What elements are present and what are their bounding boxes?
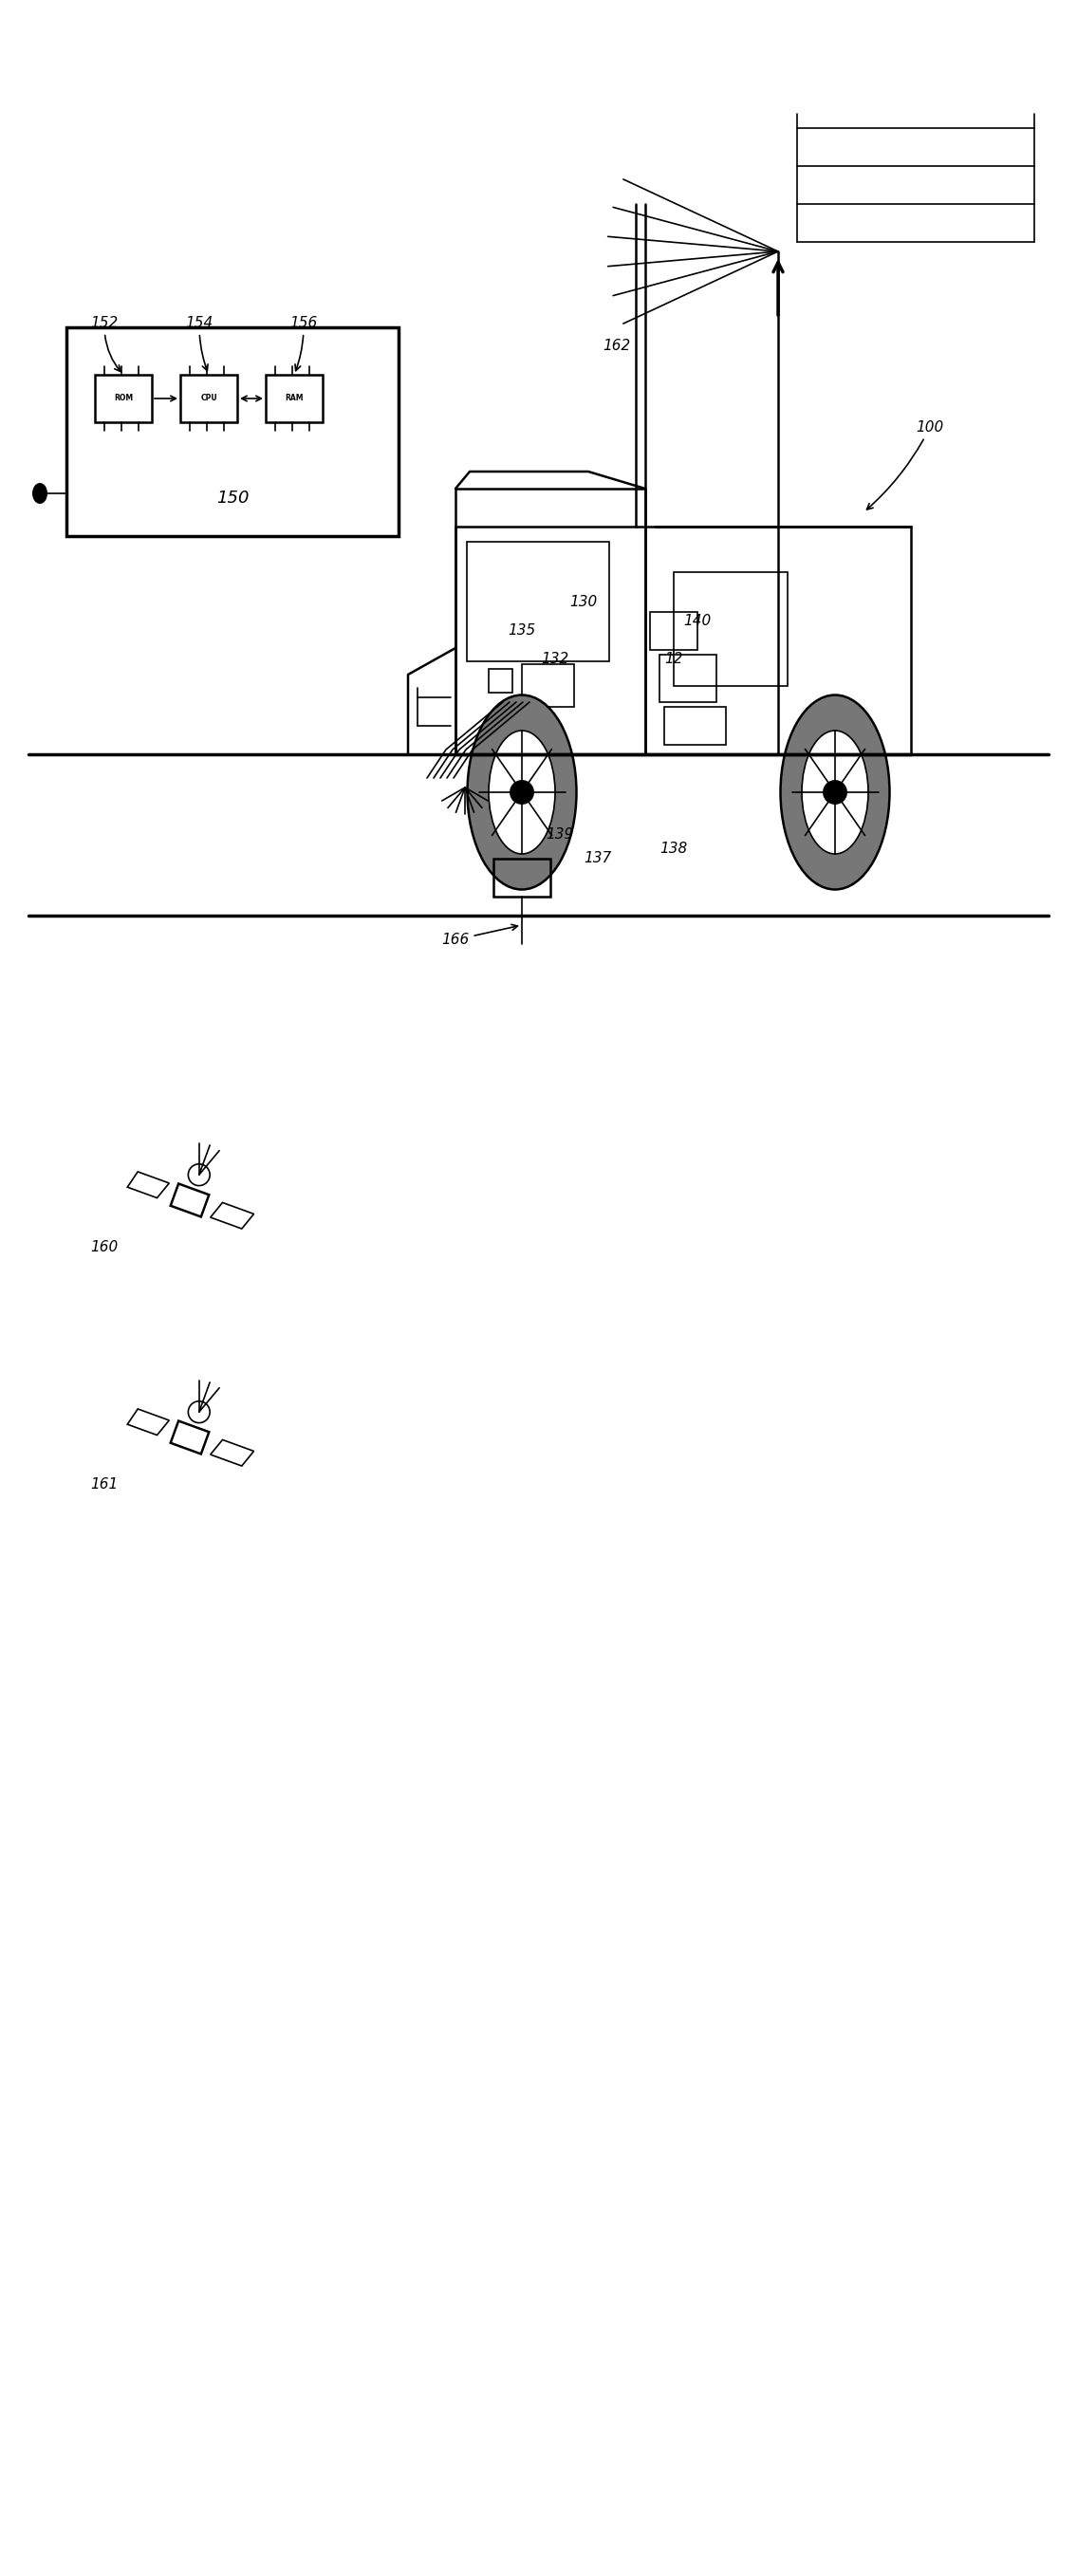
Ellipse shape	[489, 732, 555, 853]
Bar	[493, 858, 550, 896]
Ellipse shape	[781, 696, 890, 889]
Bar	[67, 327, 398, 536]
Text: 100: 100	[867, 420, 943, 510]
Text: 139: 139	[546, 827, 574, 842]
Text: 130: 130	[570, 595, 598, 611]
Bar	[266, 374, 323, 422]
Bar	[522, 665, 574, 706]
Text: CPU: CPU	[200, 394, 218, 402]
Ellipse shape	[801, 732, 868, 853]
Bar	[466, 541, 610, 662]
Text: 137: 137	[584, 853, 612, 866]
Bar	[665, 706, 726, 744]
Circle shape	[488, 757, 499, 770]
Text: 162: 162	[603, 340, 631, 353]
Bar	[651, 613, 698, 649]
Bar	[95, 374, 152, 422]
Ellipse shape	[32, 482, 47, 505]
Text: 12: 12	[665, 652, 683, 667]
Text: 156: 156	[290, 317, 318, 371]
Text: 140: 140	[684, 613, 711, 629]
Text: 132: 132	[542, 652, 569, 667]
Text: 166: 166	[442, 925, 518, 948]
Text: 138: 138	[660, 842, 687, 855]
Bar	[456, 526, 911, 755]
Text: RAM: RAM	[285, 394, 304, 402]
Bar	[180, 374, 237, 422]
Bar	[659, 654, 716, 703]
Text: 154: 154	[185, 317, 213, 371]
Text: 135: 135	[508, 623, 535, 639]
Bar	[456, 489, 645, 755]
Text: 161: 161	[90, 1479, 118, 1492]
Text: 152: 152	[90, 317, 121, 371]
Text: 150: 150	[216, 489, 249, 507]
Bar	[674, 572, 787, 685]
Bar	[489, 670, 513, 693]
Text: ROM: ROM	[114, 394, 132, 402]
Ellipse shape	[467, 696, 576, 889]
Text: 160: 160	[90, 1242, 118, 1255]
Circle shape	[510, 781, 533, 804]
Circle shape	[824, 781, 847, 804]
